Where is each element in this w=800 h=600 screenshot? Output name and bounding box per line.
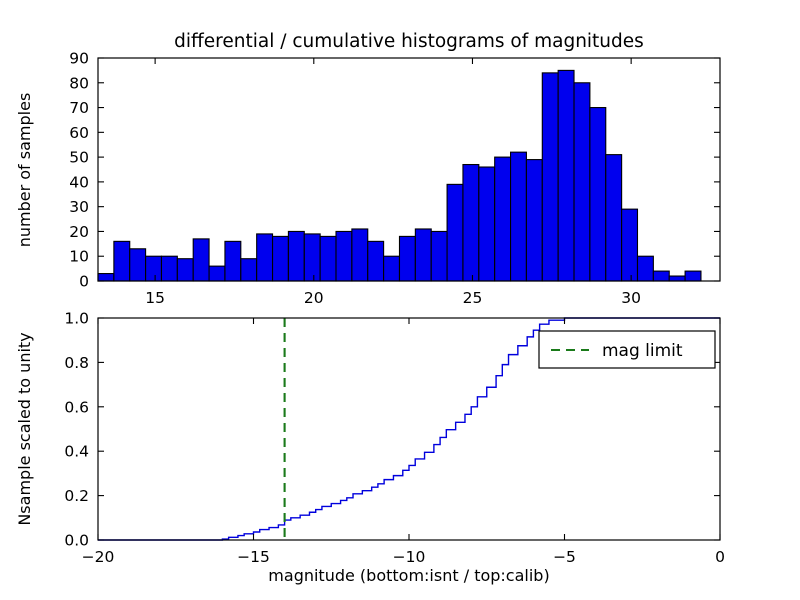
histogram-bar (622, 209, 638, 281)
histogram-bar (114, 241, 130, 281)
histogram-bar (209, 266, 225, 281)
top-y-tick-label: 80 (69, 74, 89, 92)
histogram-bar (399, 236, 415, 281)
bottom-x-tick-label: −5 (553, 548, 576, 566)
top-y-tick-label: 40 (69, 173, 89, 191)
histogram-bar (130, 249, 146, 281)
histogram-bar (304, 234, 320, 281)
histogram-bar (542, 73, 558, 281)
histogram-bar (637, 256, 653, 281)
bottom-y-tick-label: 0.0 (64, 532, 89, 550)
bottom-y-tick-label: 0.8 (64, 354, 89, 372)
histogram-bar (257, 234, 273, 281)
top-x-tick-label: 30 (621, 289, 641, 307)
histogram-bar (273, 236, 289, 281)
histogram-bar (463, 165, 479, 281)
histogram-bar (146, 256, 162, 281)
top-x-tick-label: 20 (304, 289, 324, 307)
top-y-tick-label: 10 (69, 248, 89, 266)
histogram-bar (431, 231, 447, 281)
top-y-tick-label: 30 (69, 198, 89, 216)
bottom-x-tick-label: −10 (393, 548, 426, 566)
top-y-tick-label: 60 (69, 124, 89, 142)
histogram-bar (368, 241, 384, 281)
bottom-x-tick-label: −15 (237, 548, 270, 566)
matplotlib-figure: differential / cumulative histograms of … (0, 0, 800, 600)
bottom-y-tick-label: 0.2 (64, 487, 89, 505)
histogram-bar (288, 231, 304, 281)
top-y-tick-label: 90 (69, 50, 89, 68)
histogram-bar (685, 271, 701, 281)
chart-title: differential / cumulative histograms of … (174, 31, 644, 52)
histogram-bar (352, 229, 368, 281)
top-y-tick-label: 20 (69, 223, 89, 241)
top-y-tick-label: 70 (69, 99, 89, 117)
histogram-bar (320, 236, 336, 281)
histogram-bar (590, 108, 606, 281)
bottom-y-tick-label: 1.0 (64, 310, 89, 328)
histogram-bar (225, 241, 241, 281)
histogram-bar (526, 160, 542, 281)
histogram-bar (653, 271, 669, 281)
histogram-bar (98, 274, 114, 281)
legend[interactable]: mag limit (539, 331, 715, 368)
top-y-tick-label: 50 (69, 149, 89, 167)
figure-canvas: differential / cumulative histograms of … (0, 0, 800, 600)
histogram-bar (193, 239, 209, 281)
legend-label-mag-limit: mag limit (602, 341, 683, 361)
bottom-y-axis-label: Nsample scaled to unity (15, 332, 34, 525)
top-x-tick-label: 25 (463, 289, 483, 307)
histogram-bar (495, 157, 511, 281)
bottom-x-tick-label: 0 (715, 548, 725, 566)
top-y-tick-label: 0 (79, 273, 89, 291)
histogram-bar (415, 229, 431, 281)
bottom-x-tick-label: −20 (82, 548, 115, 566)
top-x-tick-label: 15 (145, 289, 165, 307)
histogram-bar (161, 256, 177, 281)
top-y-axis-label: number of samples (15, 93, 34, 248)
bottom-y-tick-label: 0.4 (64, 443, 89, 461)
histogram-bar (669, 276, 685, 281)
x-axis-label: magnitude (bottom:isnt / top:calib) (268, 566, 549, 585)
bottom-y-tick-label: 0.6 (64, 398, 89, 416)
histogram-bar (241, 259, 257, 281)
top-panel-histogram: differential / cumulative histograms of … (15, 31, 720, 307)
histogram-bar (447, 184, 463, 281)
histogram-bar (177, 259, 193, 281)
histogram-bar (606, 155, 622, 281)
histogram-bar (574, 83, 590, 281)
histogram-bar (384, 256, 400, 281)
histogram-bar (558, 70, 574, 281)
histogram-bar (479, 167, 495, 281)
histogram-bar (336, 231, 352, 281)
histogram-bar (511, 152, 527, 281)
